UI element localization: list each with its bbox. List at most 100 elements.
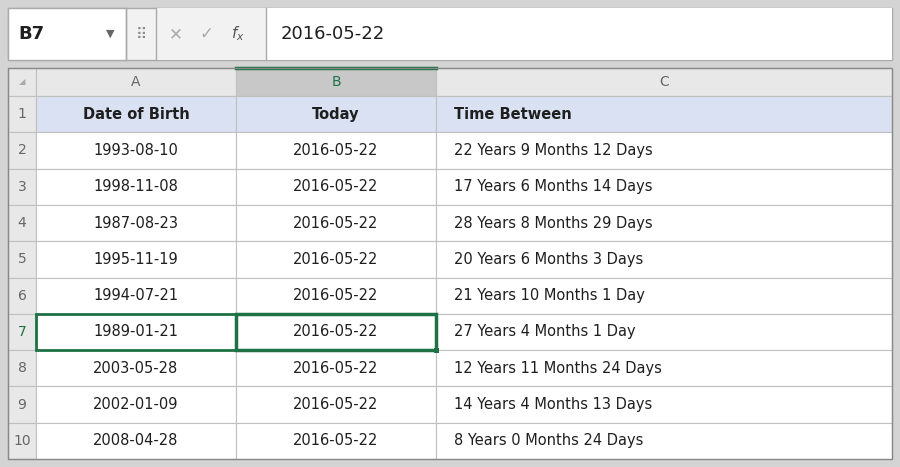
Bar [436,277,892,314]
Bar [36,132,236,169]
Text: 12 Years 11 Months 24 Days: 12 Years 11 Months 24 Days [454,361,662,376]
Text: 21 Years 10 Months 1 Day: 21 Years 10 Months 1 Day [454,288,645,303]
Text: A: A [131,75,140,89]
Text: ▼: ▼ [106,29,114,39]
Bar [8,241,36,277]
Bar [236,68,436,96]
Text: 2008-04-28: 2008-04-28 [94,433,179,448]
Text: 1989-01-21: 1989-01-21 [94,325,178,340]
Bar [8,386,36,423]
Text: 2016-05-22: 2016-05-22 [293,143,379,158]
Bar [36,277,236,314]
Bar [236,314,436,350]
Text: 2002-01-09: 2002-01-09 [94,397,179,412]
Text: 3: 3 [18,180,26,194]
Text: Date of Birth: Date of Birth [83,106,189,121]
Text: 7: 7 [18,325,26,339]
Bar [436,205,892,241]
Bar [236,96,436,132]
Bar [36,205,236,241]
Text: 28 Years 8 Months 29 Days: 28 Years 8 Months 29 Days [454,216,652,231]
Text: 2016-05-22: 2016-05-22 [293,179,379,194]
Text: Today: Today [312,106,360,121]
Bar [36,96,236,132]
Bar [36,423,236,459]
Bar [36,314,236,350]
Text: 22 Years 9 Months 12 Days: 22 Years 9 Months 12 Days [454,143,652,158]
Bar [236,423,436,459]
Text: 1994-07-21: 1994-07-21 [94,288,178,303]
Bar [8,205,36,241]
Bar [36,350,236,386]
Text: B: B [331,75,341,89]
Bar [8,8,892,60]
Text: 2016-05-22: 2016-05-22 [293,361,379,376]
Bar [8,68,892,459]
Bar [8,96,36,132]
Text: 20 Years 6 Months 3 Days: 20 Years 6 Months 3 Days [454,252,644,267]
Bar [36,314,236,350]
Text: 2003-05-28: 2003-05-28 [94,361,178,376]
Bar [436,169,892,205]
Text: 6: 6 [18,289,26,303]
Text: 1998-11-08: 1998-11-08 [94,179,178,194]
Text: 27 Years 4 Months 1 Day: 27 Years 4 Months 1 Day [454,325,635,340]
Bar [36,241,236,277]
Bar [36,68,236,96]
Text: 14 Years 4 Months 13 Days: 14 Years 4 Months 13 Days [454,397,652,412]
Bar [236,314,436,350]
Text: 2016-05-22: 2016-05-22 [293,325,379,340]
Text: 17 Years 6 Months 14 Days: 17 Years 6 Months 14 Days [454,179,652,194]
Text: 2: 2 [18,143,26,157]
Bar [436,241,892,277]
Text: 2016-05-22: 2016-05-22 [293,252,379,267]
Text: 1987-08-23: 1987-08-23 [94,216,178,231]
Bar [236,205,436,241]
Bar [266,8,892,60]
Bar [8,423,36,459]
Text: 5: 5 [18,252,26,266]
Text: ⠿: ⠿ [135,27,147,42]
Bar [8,350,36,386]
Bar [236,386,436,423]
Text: C: C [659,75,669,89]
Text: $f_x$: $f_x$ [231,25,245,43]
Text: ◢: ◢ [19,78,25,86]
Bar [436,68,892,96]
Text: 1993-08-10: 1993-08-10 [94,143,178,158]
Text: 2016-05-22: 2016-05-22 [293,216,379,231]
Text: 1: 1 [18,107,26,121]
Text: Time Between: Time Between [454,106,572,121]
Text: 9: 9 [18,397,26,411]
Text: 2016-05-22: 2016-05-22 [293,397,379,412]
Bar [436,132,892,169]
Text: 2016-05-22: 2016-05-22 [281,25,385,43]
Text: 2016-05-22: 2016-05-22 [293,433,379,448]
Bar [8,8,126,60]
Bar [434,347,438,353]
Text: 4: 4 [18,216,26,230]
Text: ✕: ✕ [169,25,183,43]
Bar [436,350,892,386]
Text: 1995-11-19: 1995-11-19 [94,252,178,267]
Bar [236,169,436,205]
Bar [436,423,892,459]
Text: ✓: ✓ [199,25,213,43]
Text: 8: 8 [18,361,26,375]
Bar [8,314,36,350]
Bar [236,241,436,277]
Text: 10: 10 [14,434,31,448]
Bar [236,132,436,169]
Text: B7: B7 [18,25,44,43]
Text: 8 Years 0 Months 24 Days: 8 Years 0 Months 24 Days [454,433,644,448]
Bar [36,386,236,423]
Bar [436,386,892,423]
Bar [436,314,892,350]
Text: 2016-05-22: 2016-05-22 [293,288,379,303]
Bar [36,169,236,205]
Bar [236,350,436,386]
Bar [8,277,36,314]
Bar [8,132,36,169]
Bar [236,277,436,314]
Bar [436,96,892,132]
